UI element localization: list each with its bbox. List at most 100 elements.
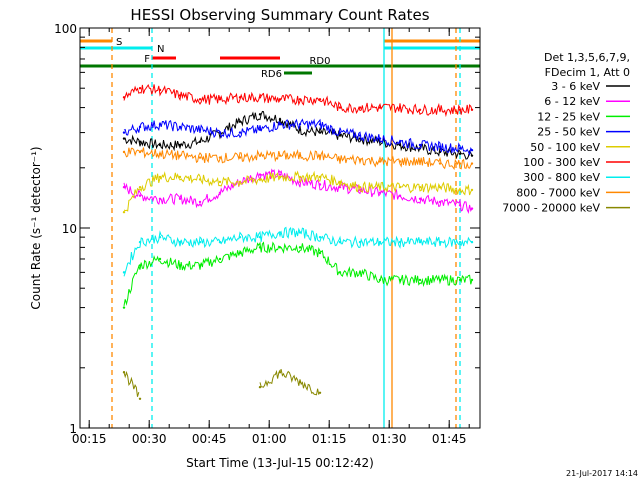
legend-label-100-300-kev: 100 - 300 keV (523, 156, 600, 169)
series-point (122, 271, 126, 274)
series-point (238, 235, 242, 239)
legend-label-3-6-kev: 3 - 6 keV (551, 80, 600, 93)
series-point (138, 125, 142, 129)
series-point (378, 106, 382, 109)
series-point (258, 246, 262, 249)
series-point (398, 185, 402, 189)
series-point (158, 88, 162, 92)
series-point (338, 106, 342, 109)
series-point (258, 385, 262, 389)
series-point (238, 251, 242, 255)
series-point (258, 178, 262, 181)
series-point (318, 175, 322, 179)
series-point (258, 113, 262, 116)
series-point (138, 140, 142, 143)
legend-label-300-800-kev: 300 - 800 keV (523, 171, 600, 184)
series-point (378, 160, 382, 163)
series-line (123, 168, 473, 214)
series-point (398, 194, 402, 197)
series-line (123, 370, 140, 397)
series-point (338, 180, 342, 184)
series-point (318, 123, 322, 126)
series-point (258, 96, 262, 99)
series-point (398, 140, 402, 143)
series-point (458, 188, 462, 192)
series-point (418, 143, 422, 147)
x-tick-label: 01:15 (312, 432, 347, 446)
series-point (258, 128, 262, 131)
series-point (122, 185, 126, 189)
series-point (198, 140, 202, 143)
series-point (318, 98, 322, 101)
legend-header-line-2: FDecim 1, Att 0 (545, 66, 630, 79)
x-tick-label: 01:00 (252, 432, 287, 446)
series-point (178, 125, 182, 129)
series-line (123, 226, 473, 277)
series-point (438, 108, 442, 111)
series-point (178, 240, 182, 244)
series-point (158, 257, 162, 261)
series-point (158, 235, 162, 239)
flag-label-n: N (157, 44, 164, 55)
series-point (178, 94, 182, 97)
legend-label-50-100-kev: 50 - 100 keV (530, 141, 600, 154)
legend-label-6-12-kev: 6 - 12 keV (544, 95, 600, 108)
flag-label-rd0: RD0 (309, 56, 330, 67)
series-point (198, 240, 202, 244)
series-point (258, 154, 262, 157)
series-point (138, 185, 142, 189)
series-point (218, 180, 222, 184)
series-point (218, 240, 222, 244)
series-point (258, 173, 262, 176)
series-point (458, 162, 462, 165)
x-tick-label: 00:15 (72, 432, 107, 446)
series-point (438, 200, 442, 204)
series-point (278, 231, 282, 234)
series-point (122, 150, 126, 154)
y-axis-label: Count Rate (s⁻¹ detector⁻¹) (29, 146, 43, 309)
series-point (122, 210, 126, 214)
series-50-100-kev (122, 170, 474, 214)
series-point (318, 131, 322, 134)
series-point (138, 397, 142, 400)
series-point (278, 123, 282, 126)
footer-date: 21-Jul-2017 14:14 (566, 469, 638, 478)
series-point (458, 147, 462, 150)
series-point (198, 200, 202, 204)
series-point (122, 137, 126, 140)
series-point (278, 246, 282, 249)
series-point (358, 134, 362, 137)
series-point (198, 128, 202, 131)
series-point (138, 240, 142, 244)
series-point (318, 251, 322, 255)
legend-layer: 3 - 6 keV 6 - 12 keV 12 - 25 keV 25 - 50 ke… (502, 80, 630, 215)
series-point (198, 98, 202, 101)
series-point (218, 156, 222, 159)
series-point (470, 278, 474, 282)
series-point (358, 240, 362, 244)
legend-label-25-50-kev: 25 - 50 keV (537, 126, 600, 139)
series-point (318, 235, 322, 239)
series-point (278, 371, 282, 374)
series-point (438, 145, 442, 148)
series-point (438, 278, 442, 282)
chart-title: HESSI Observing Summary Count Rates (130, 6, 429, 24)
series-point (338, 271, 342, 274)
series-point (458, 108, 462, 111)
series-point (158, 152, 162, 155)
series-point (318, 154, 322, 157)
series-line (123, 84, 473, 118)
flag-label-s: S (116, 37, 122, 48)
series-point (178, 264, 182, 267)
series-point (278, 98, 282, 101)
legend-label-7000-20000-kev: 7000 - 20000 keV (502, 202, 600, 215)
series-800-7000-kev (122, 147, 474, 171)
series-point (438, 162, 442, 165)
series-line (259, 368, 320, 396)
series-point (218, 257, 222, 261)
series-point (298, 123, 302, 126)
series-point (418, 160, 422, 163)
series-point (398, 240, 402, 244)
series-point (438, 185, 442, 189)
